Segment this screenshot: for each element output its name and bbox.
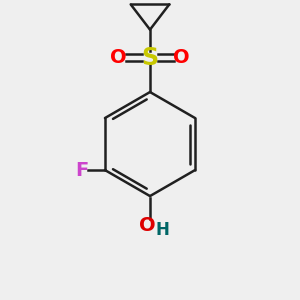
- Text: F: F: [75, 160, 88, 180]
- Text: O: O: [110, 48, 127, 68]
- Text: O: O: [173, 48, 190, 68]
- Text: O: O: [139, 216, 155, 235]
- Text: H: H: [155, 221, 170, 239]
- Text: S: S: [141, 46, 159, 70]
